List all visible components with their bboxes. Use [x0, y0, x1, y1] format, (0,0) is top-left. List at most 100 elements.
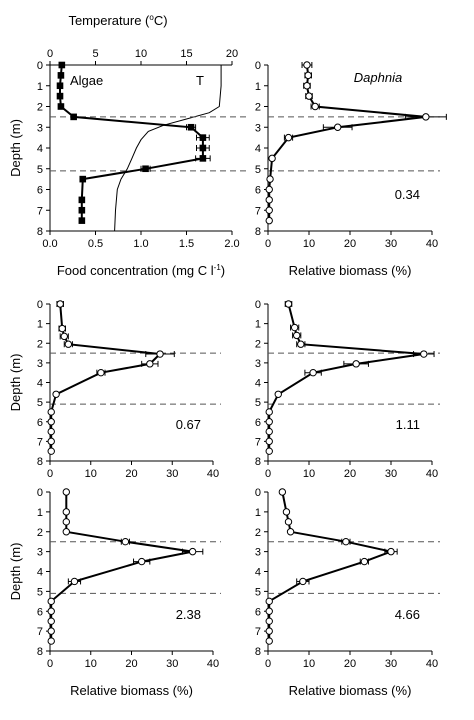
- data-point: [334, 123, 342, 131]
- x-tick-label: 20: [125, 468, 137, 480]
- data-point: [156, 350, 164, 358]
- data-point: [265, 447, 273, 455]
- data-point: [47, 427, 55, 436]
- data-point: [58, 324, 66, 333]
- x-tick-label: 40: [207, 658, 219, 670]
- data-point: [265, 206, 273, 214]
- x-tick-label: 30: [385, 468, 397, 480]
- data-point: [265, 427, 273, 436]
- x-tick-label: 20: [125, 658, 137, 670]
- data-point: [311, 102, 319, 111]
- y-tick-label: 6: [255, 417, 261, 429]
- y-tick-label: 3: [255, 547, 261, 559]
- data-point: [47, 607, 55, 615]
- x-tick-label: 2.0: [224, 238, 239, 250]
- panel-annotation: 0.34: [395, 187, 420, 202]
- y-tick-label: 4: [255, 378, 261, 390]
- y-tick-label: 1: [37, 319, 43, 331]
- data-point: [282, 508, 291, 516]
- y-tick-label: 6: [37, 417, 43, 429]
- data-point: [47, 408, 55, 416]
- x-tick-label: 0: [265, 468, 271, 480]
- panel-annotation: 1.11: [396, 417, 420, 432]
- y-tick-label: 8: [255, 226, 261, 238]
- data-point: [303, 82, 311, 90]
- y-tick-label: 8: [37, 646, 43, 658]
- data-point: [265, 627, 273, 635]
- data-point: [47, 447, 55, 455]
- temperature-series-label: T: [196, 73, 204, 88]
- panel-title: Daphnia: [354, 70, 402, 85]
- y-tick-label: 0: [255, 487, 261, 499]
- y-tick-label: 7: [255, 626, 261, 638]
- data-point: [58, 61, 66, 69]
- x-tick-label: 0: [47, 658, 53, 670]
- data-point: [420, 350, 428, 358]
- data-point: [97, 368, 105, 377]
- top-axis-title: Temperature (oC): [68, 13, 167, 28]
- algae-label: Algae: [70, 73, 103, 88]
- y-tick-label: 4: [37, 143, 43, 155]
- x-tick-label: 0: [265, 658, 271, 670]
- data-point: [290, 323, 299, 332]
- data-point: [265, 597, 273, 606]
- data-point: [70, 113, 77, 121]
- top-x-tick-label: 0: [47, 48, 53, 60]
- x-tick-label: 1.5: [179, 238, 194, 250]
- y-tick-label: 4: [255, 143, 261, 155]
- data-point: [265, 216, 273, 225]
- y-axis-title: Depth (m): [8, 354, 23, 412]
- data-point: [265, 617, 273, 625]
- data-point: [188, 547, 197, 556]
- data-point: [142, 165, 149, 173]
- y-tick-label: 3: [255, 358, 261, 370]
- y-tick-label: 7: [255, 436, 261, 448]
- x-tick-label: 10: [85, 468, 97, 480]
- panel-p1: 0 1 2 3 4 5 6 7 80.0 0.5 1.0 1.5 2.0 0 5 10 15 20 Temperat…: [8, 13, 250, 278]
- y-tick-label: 6: [37, 606, 43, 618]
- data-point: [47, 617, 55, 625]
- data-point: [47, 637, 55, 645]
- y-tick-label: 0: [37, 299, 43, 311]
- x-axis-title: Relative biomass (%): [289, 683, 412, 698]
- data-point: [137, 557, 146, 566]
- data-point: [78, 217, 86, 224]
- data-point: [303, 61, 311, 69]
- y-tick-label: 6: [37, 185, 43, 197]
- x-axis-title: Relative biomass (%): [289, 263, 412, 278]
- data-point: [284, 133, 293, 142]
- x-tick-label: 20: [344, 658, 356, 670]
- x-tick-label: 0: [47, 468, 53, 480]
- temperature-line: [114, 65, 222, 232]
- data-point: [265, 437, 273, 446]
- y-tick-label: 3: [37, 358, 43, 370]
- y-tick-label: 8: [255, 456, 261, 468]
- top-x-tick-label: 20: [226, 48, 238, 60]
- data-point: [78, 206, 86, 214]
- y-tick-label: 7: [37, 205, 43, 217]
- y-tick-label: 0: [37, 487, 43, 499]
- panel-annotation: 2.38: [176, 607, 201, 622]
- y-tick-label: 4: [37, 378, 43, 390]
- x-tick-label: 30: [166, 658, 178, 670]
- data-point: [265, 185, 273, 194]
- y-tick-label: 2: [37, 527, 43, 539]
- data-point: [62, 518, 71, 526]
- data-point: [352, 360, 360, 368]
- data-point: [297, 340, 305, 348]
- data-point: [52, 390, 60, 398]
- y-tick-label: 1: [37, 81, 43, 93]
- panel-annotation: 4.66: [395, 607, 420, 622]
- data-point: [265, 196, 273, 204]
- data-point: [47, 418, 55, 426]
- y-tick-label: 5: [37, 164, 43, 176]
- data-point: [387, 547, 395, 556]
- data-point: [265, 408, 273, 416]
- x-tick-label: 20: [344, 468, 356, 480]
- data-point: [305, 92, 313, 100]
- y-tick-label: 1: [37, 507, 43, 519]
- y-tick-label: 7: [37, 626, 43, 638]
- x-tick-label: 0.0: [42, 238, 57, 250]
